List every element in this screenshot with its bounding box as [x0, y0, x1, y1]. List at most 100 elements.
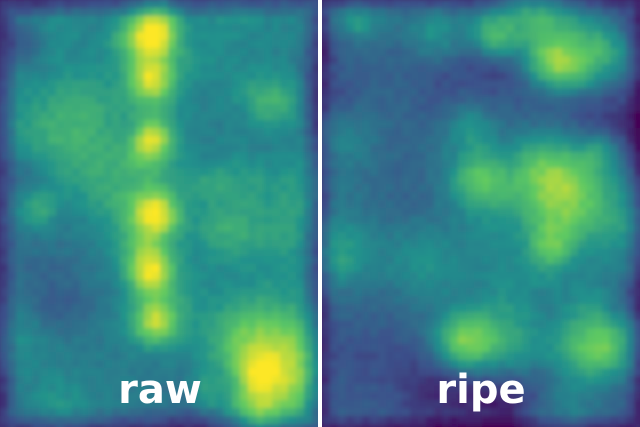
- heat-cell: [192, 24, 201, 33]
- heat-cell: [312, 160, 318, 169]
- heat-cell: [200, 64, 209, 73]
- heat-cell: [362, 64, 371, 73]
- heat-cell: [312, 416, 318, 425]
- heat-cell: [450, 48, 459, 57]
- heat-cell: [136, 248, 145, 257]
- heat-cell: [522, 80, 531, 89]
- heat-cell: [634, 368, 640, 377]
- heat-cell: [378, 336, 387, 345]
- heat-cell: [418, 224, 427, 233]
- heat-cell: [466, 352, 475, 361]
- heat-cell: [498, 208, 507, 217]
- heat-cell: [176, 256, 185, 265]
- heat-cell: [330, 104, 339, 113]
- heat-cell: [362, 184, 371, 193]
- heat-cell: [24, 248, 33, 257]
- heat-cell: [96, 240, 105, 249]
- heat-cell: [0, 272, 9, 281]
- heat-cell: [354, 0, 363, 9]
- heat-cell: [272, 8, 281, 17]
- heat-cell: [88, 288, 97, 297]
- heat-cell: [120, 144, 129, 153]
- heat-cell: [48, 224, 57, 233]
- heat-cell: [410, 160, 419, 169]
- heat-cell: [88, 104, 97, 113]
- heat-cell: [184, 176, 193, 185]
- heat-cell: [474, 232, 483, 241]
- heat-cell: [594, 72, 603, 81]
- heat-cell: [466, 344, 475, 353]
- heat-cell: [64, 320, 73, 329]
- heat-cell: [570, 56, 579, 65]
- heat-cell: [184, 240, 193, 249]
- heat-cell: [232, 368, 241, 377]
- heat-cell: [224, 88, 233, 97]
- heat-cell: [168, 376, 177, 385]
- heat-cell: [362, 328, 371, 337]
- heat-cell: [112, 176, 121, 185]
- heat-cell: [256, 344, 265, 353]
- heat-cell: [474, 344, 483, 353]
- heat-cell: [128, 152, 137, 161]
- heat-cell: [466, 288, 475, 297]
- heat-cell: [112, 304, 121, 313]
- heat-cell: [8, 80, 17, 89]
- heat-cell: [120, 320, 129, 329]
- heat-cell: [312, 368, 318, 377]
- heat-cell: [426, 336, 435, 345]
- heat-cell: [354, 48, 363, 57]
- heat-cell: [522, 376, 531, 385]
- heat-cell: [64, 24, 73, 33]
- heat-cell: [386, 104, 395, 113]
- heat-cell: [72, 32, 81, 41]
- heat-cell: [16, 336, 25, 345]
- heat-cell: [272, 200, 281, 209]
- heat-cell: [56, 344, 65, 353]
- heat-cell: [346, 272, 355, 281]
- heat-cell: [312, 336, 318, 345]
- heat-cell: [418, 40, 427, 49]
- heat-cell: [144, 256, 153, 265]
- heat-cell: [88, 264, 97, 273]
- heat-cell: [16, 16, 25, 25]
- heat-cell: [224, 424, 233, 427]
- heat-cell: [216, 184, 225, 193]
- heat-cell: [248, 160, 257, 169]
- heat-cell: [160, 288, 169, 297]
- heat-cell: [200, 304, 209, 313]
- heat-cell: [378, 192, 387, 201]
- heat-cell: [248, 48, 257, 57]
- heat-cell: [562, 392, 571, 401]
- heat-cell: [466, 360, 475, 369]
- heat-cell: [240, 416, 249, 425]
- heat-cell: [530, 32, 539, 41]
- heat-cell: [80, 424, 89, 427]
- heat-cell: [442, 72, 451, 81]
- heat-cell: [312, 192, 318, 201]
- heat-cell: [530, 136, 539, 145]
- heat-cell: [594, 352, 603, 361]
- heat-cell: [272, 160, 281, 169]
- heat-cell: [224, 392, 233, 401]
- heat-cell: [530, 0, 539, 9]
- heat-cell: [240, 16, 249, 25]
- heat-cell: [152, 104, 161, 113]
- heat-cell: [538, 424, 547, 427]
- heat-cell: [402, 96, 411, 105]
- heat-cell: [152, 208, 161, 217]
- heat-cell: [88, 48, 97, 57]
- heat-cell: [442, 176, 451, 185]
- heat-cell: [322, 32, 331, 41]
- heat-cell: [378, 224, 387, 233]
- heat-cell: [426, 160, 435, 169]
- heat-cell: [208, 96, 217, 105]
- heat-cell: [136, 208, 145, 217]
- heat-cell: [554, 216, 563, 225]
- heat-cell: [248, 344, 257, 353]
- heat-cell: [370, 120, 379, 129]
- heat-cell: [248, 40, 257, 49]
- heat-cell: [40, 416, 49, 425]
- heat-cell: [626, 64, 635, 73]
- heat-cell: [40, 64, 49, 73]
- heat-cell: [152, 296, 161, 305]
